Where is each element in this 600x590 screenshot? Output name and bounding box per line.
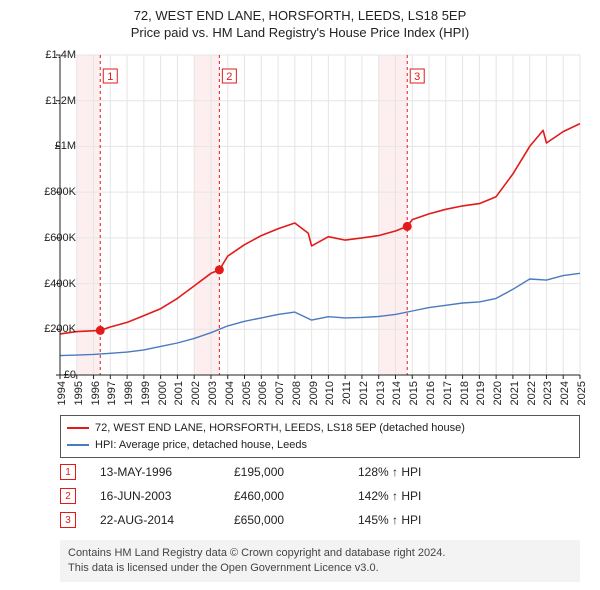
attribution-line2: This data is licensed under the Open Gov… [68, 561, 572, 576]
sale-price-2: £460,000 [234, 489, 334, 503]
sale-pct-2: 142% ↑ HPI [358, 489, 421, 503]
sale-date-2: 16-JUN-2003 [100, 489, 210, 503]
y-tick-label: £600K [26, 232, 76, 244]
y-tick-label: £1.4M [26, 49, 76, 61]
sale-marker-2: 2 [60, 488, 76, 504]
sales-row-1: 1 13-MAY-1996 £195,000 128% ↑ HPI [60, 460, 580, 484]
legend-label-property: 72, WEST END LANE, HORSFORTH, LEEDS, LS1… [95, 420, 465, 437]
sale-price-1: £195,000 [234, 465, 334, 479]
title-block: 72, WEST END LANE, HORSFORTH, LEEDS, LS1… [0, 0, 600, 42]
sale-marker-1-num: 1 [65, 467, 71, 478]
sale-pct-1: 128% ↑ HPI [358, 465, 421, 479]
legend-row-property: 72, WEST END LANE, HORSFORTH, LEEDS, LS1… [67, 420, 573, 437]
sale-date-3: 22-AUG-2014 [100, 513, 210, 527]
sale-marker-1: 1 [60, 464, 76, 480]
sales-row-3: 3 22-AUG-2014 £650,000 145% ↑ HPI [60, 508, 580, 532]
legend-row-hpi: HPI: Average price, detached house, Leed… [67, 437, 573, 454]
chart-svg: 1 2 3 [60, 55, 580, 375]
svg-text:3: 3 [414, 71, 420, 83]
y-tick-label: £0 [26, 369, 76, 381]
sale-marker-3: 3 [60, 512, 76, 528]
attribution-box: Contains HM Land Registry data © Crown c… [60, 540, 580, 582]
svg-text:1: 1 [107, 71, 113, 83]
title-sub: Price paid vs. HM Land Registry's House … [8, 25, 592, 40]
page-root: 72, WEST END LANE, HORSFORTH, LEEDS, LS1… [0, 0, 600, 590]
y-tick-label: £800K [26, 186, 76, 198]
chart-area: 1 2 3 [60, 55, 580, 375]
sale-pct-3: 145% ↑ HPI [358, 513, 421, 527]
sales-row-2: 2 16-JUN-2003 £460,000 142% ↑ HPI [60, 484, 580, 508]
sales-table: 1 13-MAY-1996 £195,000 128% ↑ HPI 2 16-J… [60, 460, 580, 532]
legend-swatch-property [67, 427, 89, 429]
sale-date-1: 13-MAY-1996 [100, 465, 210, 479]
y-tick-label: £200K [26, 323, 76, 335]
sale-marker-2-num: 2 [65, 491, 71, 502]
legend-swatch-hpi [67, 444, 89, 446]
legend-label-hpi: HPI: Average price, detached house, Leed… [95, 437, 307, 454]
y-tick-label: £1M [26, 140, 76, 152]
y-tick-label: £1.2M [26, 95, 76, 107]
sale-marker-3-num: 3 [65, 515, 71, 526]
attribution-line1: Contains HM Land Registry data © Crown c… [68, 546, 572, 561]
sale-price-3: £650,000 [234, 513, 334, 527]
y-tick-label: £400K [26, 278, 76, 290]
title-main: 72, WEST END LANE, HORSFORTH, LEEDS, LS1… [8, 8, 592, 23]
legend-box: 72, WEST END LANE, HORSFORTH, LEEDS, LS1… [60, 415, 580, 458]
svg-text:2: 2 [226, 71, 232, 83]
